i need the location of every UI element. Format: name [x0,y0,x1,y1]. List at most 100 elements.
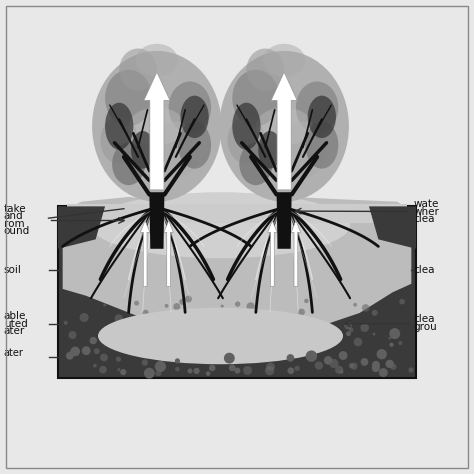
Polygon shape [149,192,164,249]
Circle shape [329,359,338,368]
FancyArrow shape [140,220,150,286]
Text: rom: rom [4,219,24,229]
Ellipse shape [92,51,222,201]
Polygon shape [369,206,416,249]
Text: uted: uted [4,319,27,328]
Ellipse shape [178,121,211,169]
Circle shape [126,348,130,353]
Circle shape [64,321,68,325]
Circle shape [164,304,169,308]
Circle shape [385,360,394,368]
Circle shape [399,299,405,304]
Circle shape [178,316,186,324]
Circle shape [271,339,279,348]
Circle shape [80,313,89,322]
Circle shape [373,333,375,336]
Ellipse shape [128,108,185,145]
Ellipse shape [246,48,284,91]
Circle shape [103,303,106,307]
Circle shape [155,361,166,372]
Circle shape [409,367,414,373]
Circle shape [335,365,343,374]
FancyArrow shape [144,72,170,190]
Circle shape [353,303,357,307]
Text: wher: wher [414,207,439,217]
Text: soil: soil [4,265,22,275]
Ellipse shape [258,131,282,169]
Circle shape [379,368,388,377]
Circle shape [144,368,155,379]
Text: clea: clea [414,214,435,224]
Circle shape [376,349,387,359]
Circle shape [68,331,76,339]
Ellipse shape [131,131,155,169]
Circle shape [116,356,121,362]
Circle shape [220,305,224,308]
Circle shape [249,348,257,356]
Ellipse shape [308,96,336,138]
Text: wate: wate [414,199,439,209]
Circle shape [266,362,275,371]
Circle shape [205,357,211,363]
Circle shape [265,366,274,375]
Ellipse shape [232,70,279,126]
Circle shape [354,337,362,346]
Circle shape [141,337,146,342]
Circle shape [304,299,309,303]
Circle shape [145,312,149,316]
Circle shape [179,299,185,305]
Circle shape [291,341,298,349]
Circle shape [70,346,80,356]
Ellipse shape [256,108,312,145]
Circle shape [321,327,330,336]
Circle shape [129,336,133,339]
Text: ater: ater [4,348,24,358]
Circle shape [188,368,192,374]
Circle shape [339,351,347,360]
Ellipse shape [98,308,343,364]
FancyArrow shape [164,220,173,286]
Circle shape [360,323,369,332]
Circle shape [190,354,199,363]
Circle shape [346,331,351,336]
Ellipse shape [279,121,327,178]
Ellipse shape [228,117,265,164]
Circle shape [390,343,393,347]
Circle shape [344,322,352,329]
Ellipse shape [119,48,157,91]
Circle shape [243,366,252,375]
Ellipse shape [181,96,209,138]
Circle shape [168,314,174,320]
Bar [67,204,407,223]
Polygon shape [277,192,292,249]
Polygon shape [63,197,411,337]
Ellipse shape [105,103,133,150]
Circle shape [66,352,73,360]
Circle shape [362,304,369,312]
Circle shape [266,344,276,353]
Circle shape [389,328,400,339]
Circle shape [239,324,244,328]
Text: clea: clea [414,265,435,275]
Circle shape [285,325,293,333]
Ellipse shape [305,121,338,169]
Circle shape [246,302,255,310]
Circle shape [143,310,149,316]
Text: take: take [4,204,27,214]
Ellipse shape [219,51,349,201]
Circle shape [184,315,191,322]
Ellipse shape [112,143,145,185]
Circle shape [156,334,165,343]
Ellipse shape [91,192,350,258]
Circle shape [237,309,241,313]
Circle shape [287,367,294,374]
FancyArrow shape [271,72,297,190]
Circle shape [249,353,255,358]
Circle shape [222,338,226,342]
Circle shape [82,346,91,355]
Bar [58,206,416,378]
Circle shape [390,364,396,370]
FancyArrow shape [268,220,277,286]
Circle shape [372,310,378,316]
Circle shape [349,328,354,332]
